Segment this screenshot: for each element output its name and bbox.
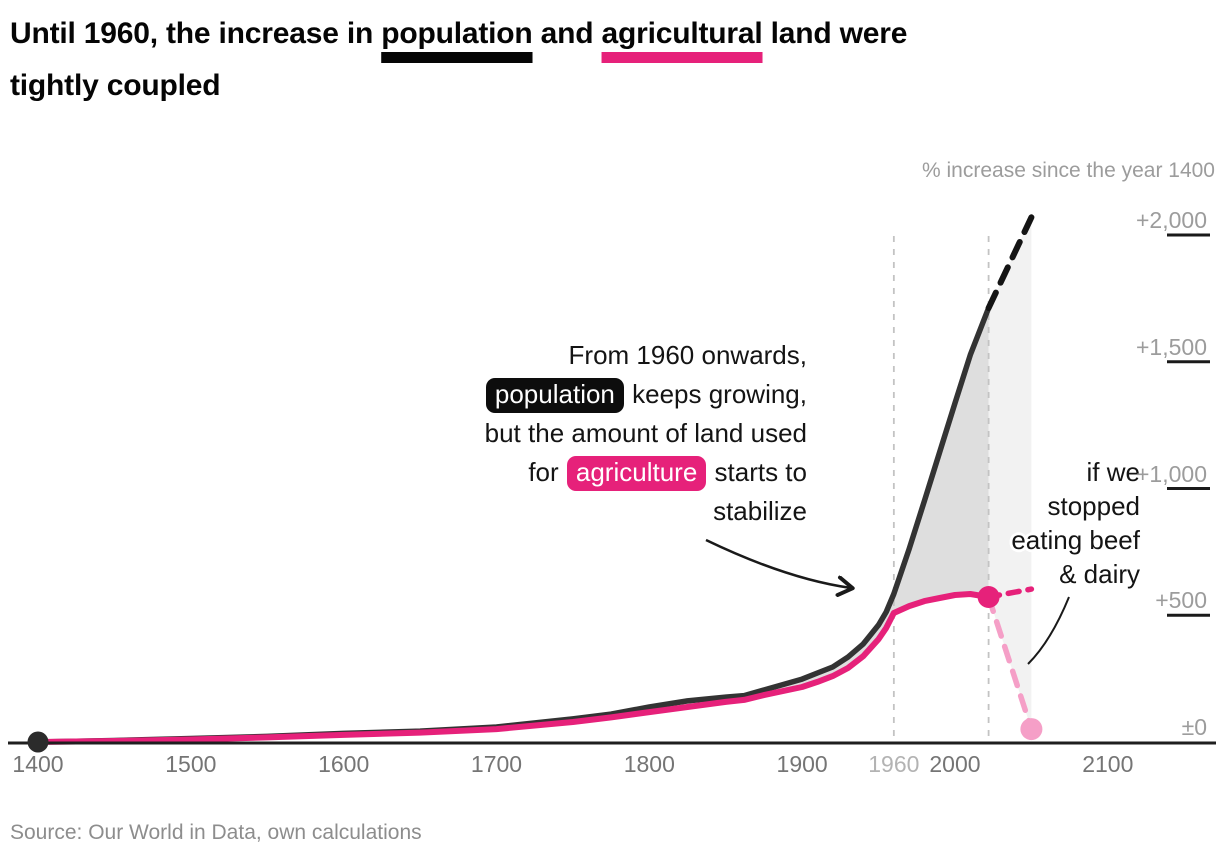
y-tick-label: +1,000 <box>1136 460 1207 487</box>
y-tick-label: ±0 <box>1181 714 1207 740</box>
annotation-text: keeps growing, <box>624 379 807 409</box>
annotation-line: for agriculture starts to <box>287 453 807 492</box>
annotation-line: From 1960 onwards, <box>568 340 807 370</box>
annotation-text: for <box>528 457 566 487</box>
x-tick-label: 1400 <box>12 751 64 777</box>
annotation-1960: From 1960 onwards, population keeps grow… <box>287 336 807 531</box>
scenario-pointer-curve <box>1027 596 1070 665</box>
source-note: Source: Our World in Data, own calculati… <box>10 821 422 844</box>
x-tick-label: 1500 <box>165 751 217 777</box>
annotation-line: but the amount of land used <box>484 418 807 448</box>
line-population-projection <box>985 214 1035 311</box>
annotation-line: population keeps growing, <box>287 375 807 414</box>
annotation-line: eating beef <box>1011 525 1140 555</box>
line-agricultural-land <box>35 591 992 745</box>
annotation-beef-dairy: if we stopped eating beef & dairy <box>1011 455 1140 591</box>
title-agricultural-underlined: agricultural <box>601 17 763 50</box>
x-tick-label: 2100 <box>1082 751 1134 777</box>
dot-1400 <box>27 731 49 753</box>
y-axis-tick-bars <box>1167 233 1210 617</box>
title-text: Until 1960, the increase in <box>10 17 382 50</box>
x-tick-label: 1700 <box>470 751 523 777</box>
annotation-line: if we <box>1086 457 1140 487</box>
annotation-line: stopped <box>1047 491 1140 521</box>
x-tick-label: 2000 <box>929 751 981 777</box>
annotation-text: starts to <box>707 457 807 487</box>
x-tick-label: 1960 <box>868 751 920 777</box>
area-population-projection-vs-no-beef-dairy-scenario <box>988 217 1032 730</box>
data-point-dots <box>27 585 1043 753</box>
agriculture-pill: agriculture <box>566 456 707 491</box>
x-tick-label: 1800 <box>623 751 675 777</box>
x-tick-label: 1900 <box>776 751 828 777</box>
shaded-areas <box>38 217 1032 742</box>
annotation-line: stabilize <box>713 496 807 526</box>
dot-2022 <box>977 585 1000 608</box>
population-pill: population <box>485 378 624 413</box>
dot-2050 <box>1020 718 1043 741</box>
y-tick-label: +1,500 <box>1136 333 1207 360</box>
title-line-1: Until 1960, the increase in population a… <box>10 8 907 60</box>
line-no-beef-dairy-scenario <box>985 594 1035 732</box>
y-axis-title: % increase since the year 1400 <box>921 159 1215 182</box>
data-series-lines <box>35 214 1035 745</box>
title-population-underlined: population <box>381 17 533 50</box>
x-tick-label: 1600 <box>318 751 370 777</box>
y-tick-label: +2,000 <box>1136 207 1207 233</box>
title-line-2: tightly coupled <box>10 69 221 102</box>
reference-vlines <box>892 236 990 741</box>
y-tick-label: +500 <box>1155 587 1207 614</box>
annotation-arrow <box>705 538 851 588</box>
annotation-line: & dairy <box>1059 559 1140 589</box>
title-text: and <box>532 17 602 50</box>
title-text: land were <box>762 17 908 50</box>
page-title: Until 1960, the increase in population a… <box>10 8 907 112</box>
